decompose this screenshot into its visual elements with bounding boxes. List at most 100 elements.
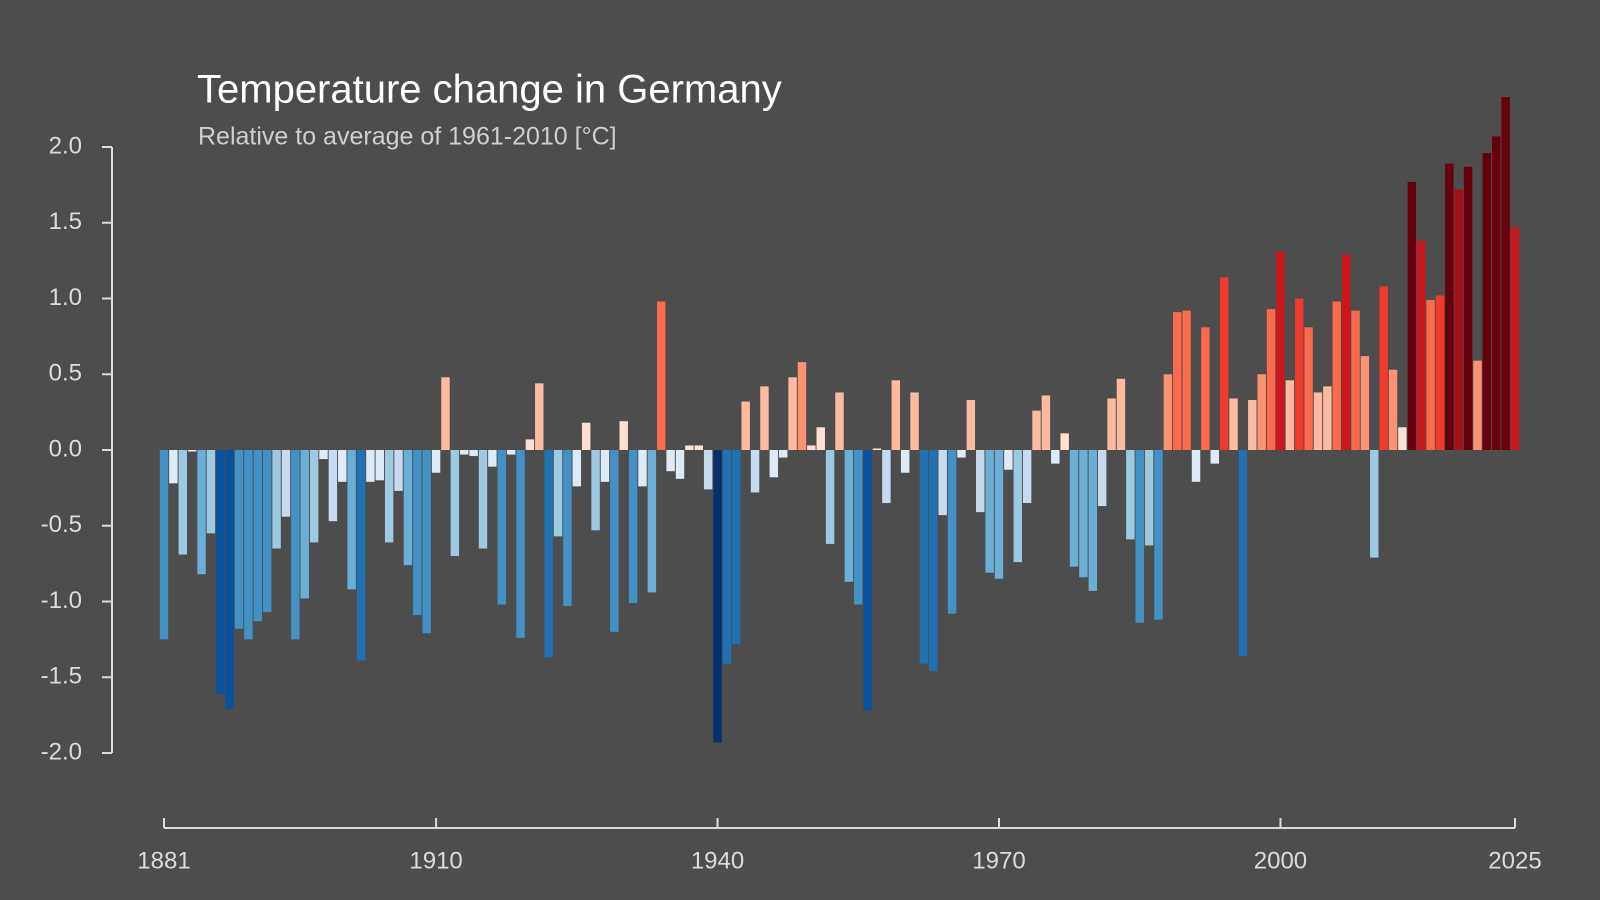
- y-tick-label: 1.5: [49, 208, 82, 235]
- bar: [535, 383, 544, 450]
- bar: [262, 450, 272, 613]
- bar: [647, 450, 657, 593]
- bar: [1201, 327, 1210, 450]
- bar: [1238, 450, 1248, 657]
- bar: [835, 392, 844, 450]
- bar: [1398, 427, 1407, 450]
- bar: [422, 450, 431, 634]
- bar: [1473, 360, 1482, 450]
- bar: [206, 450, 216, 534]
- bar: [1323, 386, 1332, 450]
- y-tick-label: 0.5: [49, 360, 82, 387]
- bar: [197, 450, 206, 575]
- bar: [281, 450, 291, 517]
- bar: [1182, 310, 1191, 450]
- bar: [854, 450, 863, 605]
- bar: [169, 450, 178, 484]
- bar: [1191, 450, 1201, 482]
- bar: [460, 450, 469, 455]
- bar: [760, 386, 769, 450]
- bar: [1079, 450, 1088, 578]
- bar: [1341, 254, 1351, 450]
- bar: [234, 450, 244, 629]
- chart-title: Temperature change in Germany: [197, 68, 782, 112]
- y-tick-label: -2.0: [41, 738, 82, 765]
- bar: [1041, 395, 1051, 450]
- bar: [516, 450, 525, 638]
- bar: [863, 450, 872, 711]
- bar: [291, 450, 300, 640]
- bar: [600, 450, 610, 482]
- bar: [947, 450, 957, 614]
- bar: [244, 450, 253, 640]
- bar: [788, 377, 797, 450]
- bar: [1107, 398, 1116, 450]
- bar: [1482, 153, 1492, 450]
- bar: [1004, 450, 1013, 470]
- bar: [1144, 450, 1154, 546]
- chart-subtitle: Relative to average of 1961-2010 [°C]: [198, 123, 617, 151]
- y-tick-label: -1.0: [41, 587, 82, 614]
- bar: [657, 301, 666, 450]
- bar: [187, 450, 197, 452]
- bar: [581, 422, 591, 450]
- bar: [1501, 97, 1510, 450]
- bar: [882, 450, 891, 504]
- bar: [338, 450, 347, 482]
- bar: [1257, 374, 1266, 450]
- bar: [506, 450, 516, 455]
- bar: [469, 450, 478, 457]
- bar: [1248, 400, 1257, 450]
- bar: [478, 450, 488, 549]
- bar: [1294, 298, 1304, 450]
- bar: [300, 450, 309, 599]
- bar: [844, 450, 854, 582]
- bar: [591, 450, 600, 531]
- bar: [985, 450, 994, 573]
- bar: [1069, 450, 1079, 567]
- bar: [309, 450, 319, 543]
- bar: [450, 450, 460, 557]
- bar: [1285, 380, 1295, 450]
- bar: [713, 450, 722, 743]
- bar: [1379, 286, 1388, 450]
- bar: [891, 380, 901, 450]
- bar: [750, 450, 760, 493]
- x-tick-label: 1940: [691, 847, 744, 874]
- bar: [1154, 450, 1163, 620]
- y-tick-label: 2.0: [49, 132, 82, 159]
- bar: [929, 450, 938, 672]
- x-tick-label: 1970: [972, 847, 1025, 874]
- bar: [638, 450, 647, 487]
- bar: [1097, 450, 1107, 507]
- bar: [957, 450, 966, 458]
- bar: [1022, 450, 1032, 504]
- bar: [1135, 450, 1144, 623]
- bar: [1492, 136, 1501, 450]
- bar: [769, 450, 779, 478]
- bar: [825, 450, 835, 544]
- bar: [347, 450, 356, 590]
- bar: [694, 445, 703, 450]
- bar: [1332, 301, 1341, 450]
- bar: [1163, 374, 1173, 450]
- bar: [675, 450, 685, 479]
- bar: [572, 450, 582, 487]
- bar: [1060, 433, 1069, 450]
- bar: [1360, 356, 1370, 450]
- bar: [1370, 450, 1379, 558]
- bar: [807, 445, 816, 450]
- bar: [628, 450, 638, 604]
- bar: [1454, 189, 1463, 451]
- bar: [366, 450, 375, 482]
- bar: [403, 450, 413, 566]
- bar: [356, 450, 366, 661]
- bar: [741, 401, 750, 450]
- bar: [1276, 251, 1285, 450]
- bar: [1435, 295, 1445, 450]
- bar: [1051, 450, 1060, 464]
- bar: [525, 439, 535, 450]
- bar: [441, 377, 450, 450]
